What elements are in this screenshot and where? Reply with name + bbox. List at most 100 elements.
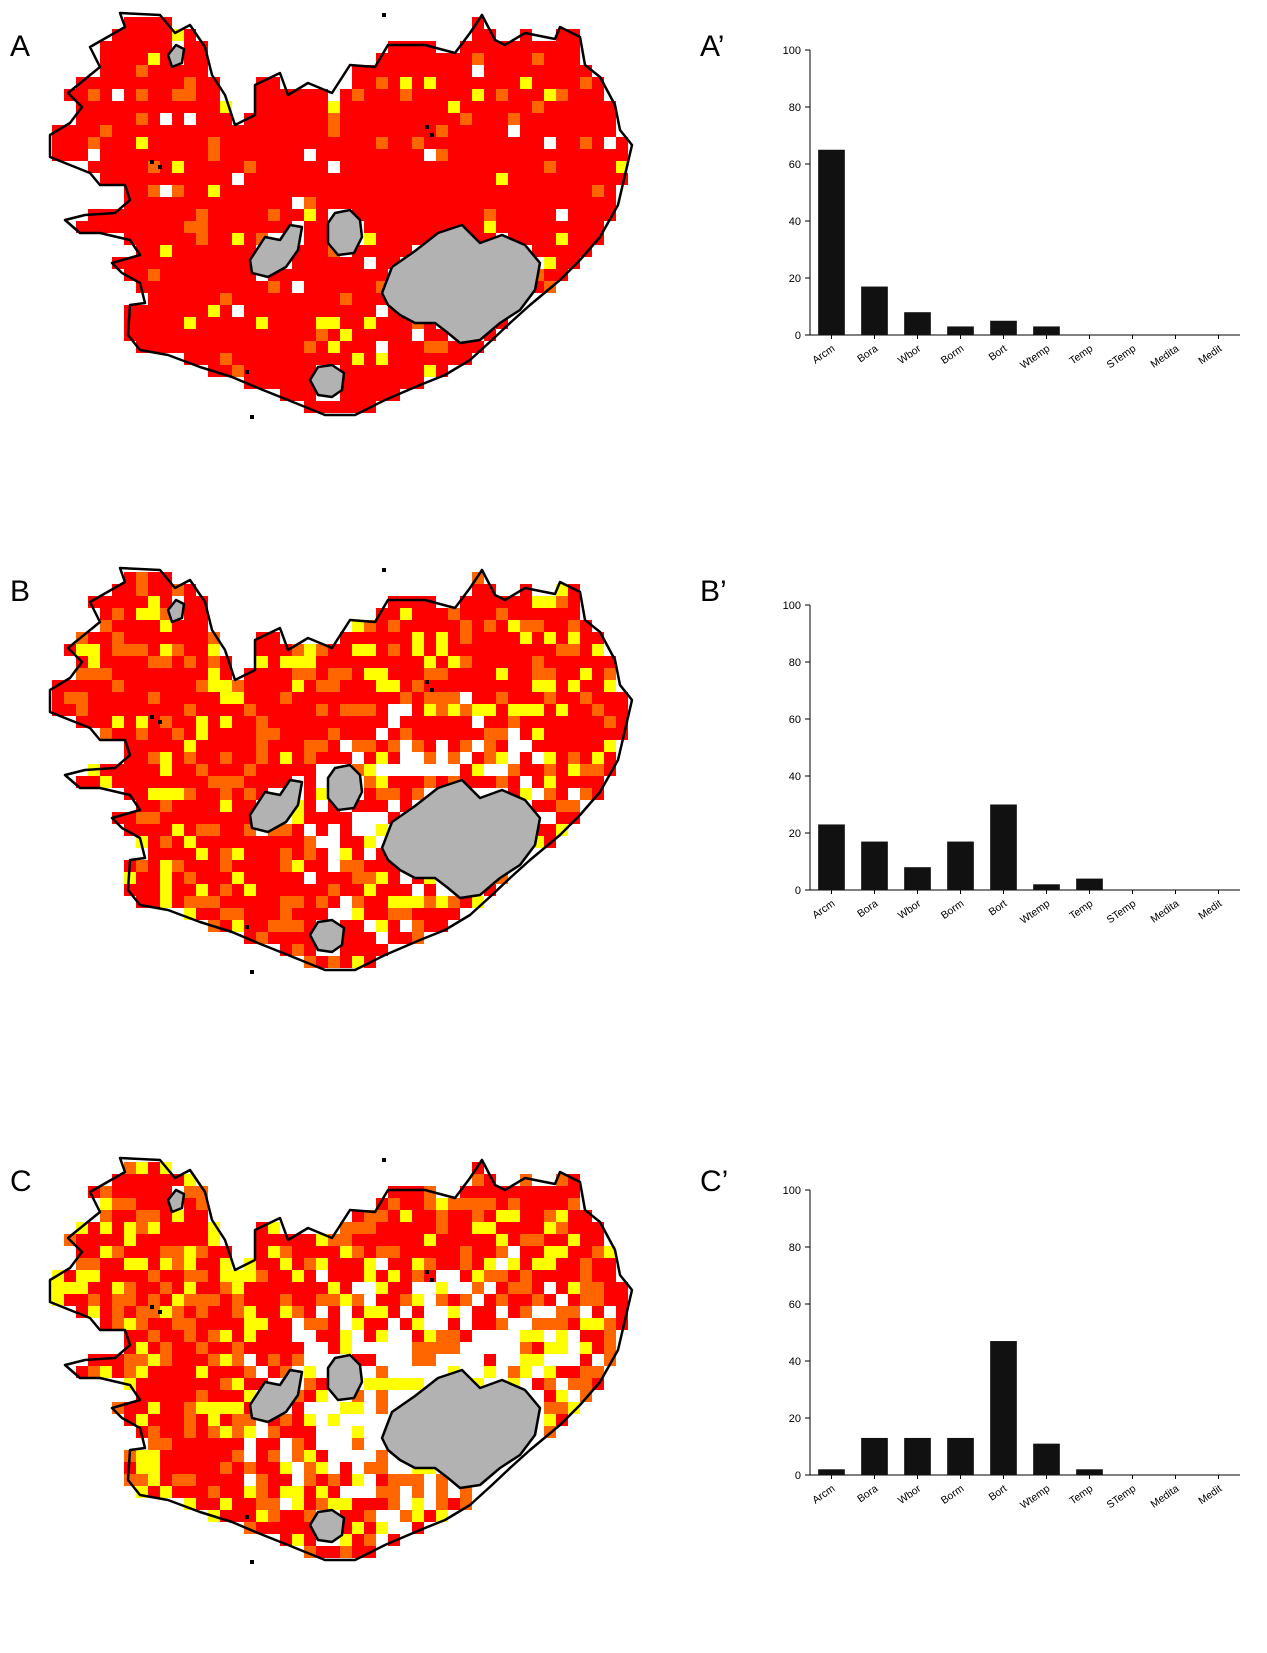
- grid-cell: [460, 53, 472, 65]
- grid-cell: [304, 1282, 316, 1294]
- grid-cell: [484, 209, 496, 221]
- grid-cell: [544, 233, 556, 245]
- grid-cell: [304, 209, 316, 221]
- grid-cell: [244, 1486, 256, 1498]
- grid-cell: [352, 1234, 364, 1246]
- grid-cell: [196, 668, 208, 680]
- panel-label-c-prime: C’: [700, 1165, 729, 1198]
- grid-cell: [160, 716, 172, 728]
- bar-borm: [947, 841, 974, 890]
- grid-cell: [148, 1426, 160, 1438]
- grid-cell: [376, 692, 388, 704]
- grid-cell: [136, 860, 148, 872]
- grid-cell: [244, 872, 256, 884]
- grid-cell: [388, 329, 400, 341]
- grid-cell: [448, 101, 460, 113]
- grid-cell: [172, 209, 184, 221]
- grid-cell: [160, 728, 172, 740]
- grid-cell: [280, 932, 292, 944]
- grid-cell: [148, 1222, 160, 1234]
- grid-cell: [280, 1474, 292, 1486]
- grid-cell: [532, 221, 544, 233]
- glacier: [380, 223, 542, 345]
- grid-cell: [256, 173, 268, 185]
- grid-cell: [556, 656, 568, 668]
- grid-cell: [280, 1306, 292, 1318]
- glacier: [308, 363, 346, 399]
- grid-cell: [64, 692, 76, 704]
- grid-cell: [208, 1438, 220, 1450]
- grid-cell: [292, 1258, 304, 1270]
- grid-cell: [556, 1258, 568, 1270]
- grid-cell: [172, 1306, 184, 1318]
- grid-cell: [256, 125, 268, 137]
- grid-cell: [364, 149, 376, 161]
- grid-cell: [208, 233, 220, 245]
- grid-cell: [568, 728, 580, 740]
- grid-cell: [484, 740, 496, 752]
- grid-cell: [232, 884, 244, 896]
- grid-cell: [580, 1282, 592, 1294]
- grid-cell: [388, 317, 400, 329]
- grid-cell: [376, 221, 388, 233]
- grid-cell: [352, 884, 364, 896]
- grid-cell: [268, 377, 280, 389]
- grid-cell: [532, 209, 544, 221]
- grid-cell: [400, 1474, 412, 1486]
- grid-cell: [184, 812, 196, 824]
- grid-cell: [268, 1234, 280, 1246]
- grid-cell: [316, 281, 328, 293]
- grid-cell: [184, 824, 196, 836]
- grid-cell: [292, 1426, 304, 1438]
- grid-cell: [556, 161, 568, 173]
- grid-cell: [436, 896, 448, 908]
- grid-cell: [196, 860, 208, 872]
- grid-cell: [268, 728, 280, 740]
- grid-cell: [436, 125, 448, 137]
- grid-cell: [508, 197, 520, 209]
- grid-cell: [424, 221, 436, 233]
- grid-cell: [376, 101, 388, 113]
- grid-cell: [484, 1366, 496, 1378]
- grid-cell: [568, 1318, 580, 1330]
- grid-cell: [136, 824, 148, 836]
- grid-cell: [316, 185, 328, 197]
- grid-cell: [232, 341, 244, 353]
- grid-cell: [208, 269, 220, 281]
- grid-cell: [460, 644, 472, 656]
- grid-cell: [544, 1366, 556, 1378]
- grid-cell: [268, 1522, 280, 1534]
- grid-cell: [136, 884, 148, 896]
- grid-cell: [604, 1318, 616, 1330]
- grid-cell: [412, 233, 424, 245]
- grid-cell: [172, 836, 184, 848]
- grid-cell: [328, 1258, 340, 1270]
- grid-cell: [184, 1390, 196, 1402]
- grid-cell: [232, 836, 244, 848]
- x-tick-label: STemp: [1105, 343, 1139, 372]
- grid-cell: [544, 1390, 556, 1402]
- grid-cell: [556, 1402, 568, 1414]
- grid-cell: [352, 1258, 364, 1270]
- grid-cell: [604, 1342, 616, 1354]
- grid-cell: [556, 1366, 568, 1378]
- grid-cell: [448, 716, 460, 728]
- grid-cell: [328, 149, 340, 161]
- grid-cell: [184, 776, 196, 788]
- grid-cell: [328, 704, 340, 716]
- bar-arcm: [818, 824, 845, 890]
- grid-cell: [448, 137, 460, 149]
- grid-cell: [364, 680, 376, 692]
- grid-cell: [112, 41, 124, 53]
- grid-cell: [88, 656, 100, 668]
- grid-cell: [112, 716, 124, 728]
- grid-cell: [232, 221, 244, 233]
- grid-cell: [244, 185, 256, 197]
- grid-cell: [316, 644, 328, 656]
- grid-cell: [172, 680, 184, 692]
- grid-cell: [484, 1294, 496, 1306]
- grid-cell: [424, 77, 436, 89]
- grid-cell: [124, 656, 136, 668]
- grid-cell: [508, 656, 520, 668]
- grid-cell: [268, 632, 280, 644]
